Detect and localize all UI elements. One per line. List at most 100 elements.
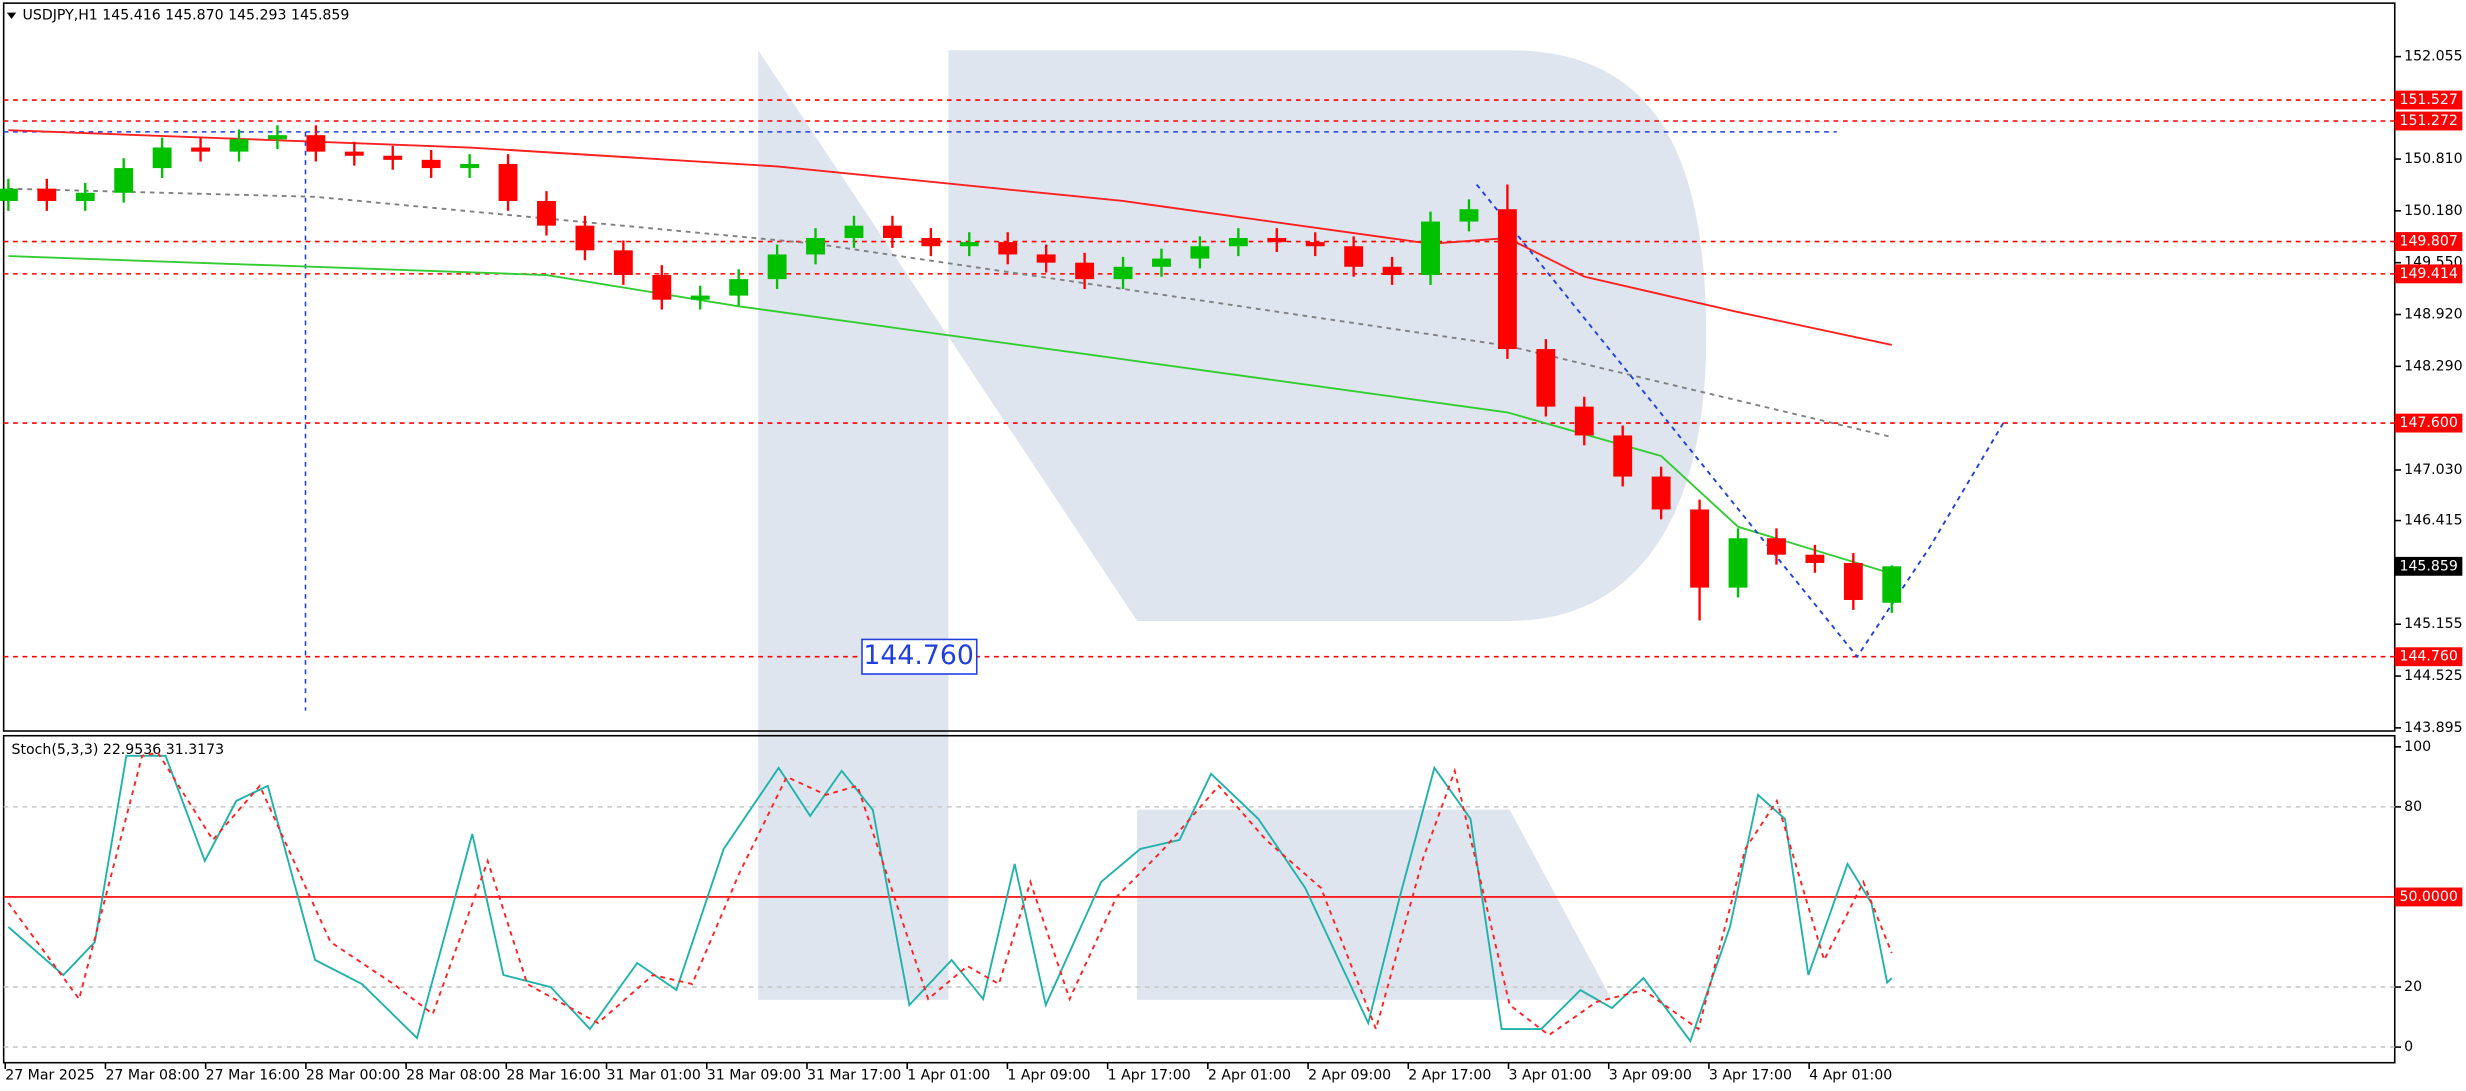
logo-leg: [1137, 809, 1612, 1000]
candle-body: [806, 238, 825, 255]
indicator-line: [8, 255, 1893, 575]
candle-body: [959, 242, 979, 247]
y-tick-label: 150.810: [2404, 151, 2462, 167]
candle-body: [229, 139, 249, 152]
candle-body: [1075, 262, 1095, 280]
candle-body: [575, 225, 595, 251]
candle-body: [1728, 538, 1748, 588]
x-tick-label: 3 Apr 09:00: [1609, 1067, 1692, 1083]
chart-title: USDJPY,H1 145.416 145.870 145.293 145.85…: [23, 8, 350, 24]
x-tick-label: 27 Mar 16:00: [206, 1067, 300, 1083]
x-tick-label: 1 Apr 09:00: [1007, 1067, 1090, 1083]
level-label-box: [2394, 232, 2463, 251]
candle-body: [998, 242, 1018, 255]
level-label: 144.760: [2399, 649, 2457, 665]
candle-body: [460, 163, 480, 169]
level-label-box: [2394, 887, 2463, 907]
current-price-label: 145.859: [2399, 558, 2457, 574]
level-label-box: [2394, 111, 2463, 131]
title-arrow: [6, 12, 17, 19]
candle-body: [921, 238, 941, 247]
candle-body: [1767, 538, 1786, 555]
candle-body: [1690, 509, 1710, 588]
candle-body: [191, 147, 210, 152]
candle-body: [1036, 254, 1056, 263]
x-tick-label: 28 Mar 08:00: [406, 1067, 500, 1083]
x-tick-label: 31 Mar 09:00: [707, 1067, 801, 1083]
candle-body: [1574, 406, 1594, 436]
candle-body: [1651, 476, 1671, 510]
candle-body: [0, 188, 18, 201]
x-tick-label: 31 Mar 01:00: [607, 1067, 701, 1083]
indicator-line: [8, 187, 1892, 438]
candle-body: [1843, 562, 1863, 600]
y-tick-label: 143.895: [2404, 720, 2462, 736]
candle-body: [1613, 435, 1633, 477]
y-tick-label: 144.525: [2404, 668, 2462, 684]
y-tick-label: 80: [2404, 799, 2422, 815]
candle-body: [1805, 554, 1825, 563]
x-tick-label: 3 Apr 17:00: [1709, 1067, 1792, 1083]
level-label-box: [2394, 90, 2463, 110]
y-tick-label: 145.155: [2404, 616, 2462, 632]
indicator-line: [7, 751, 1893, 1037]
candle-body: [1267, 238, 1287, 243]
x-tick-label: 3 Apr 01:00: [1509, 1067, 1592, 1083]
indicator-line: [1475, 183, 2005, 659]
candle-body: [690, 295, 710, 300]
level-label: 50.0000: [2399, 889, 2457, 905]
y-tick-label: 152.055: [2404, 49, 2462, 65]
x-tick-label: 27 Mar 2025: [5, 1067, 95, 1083]
candle-body: [267, 135, 287, 140]
candle-body: [114, 168, 134, 193]
watermark-logo: [758, 50, 1707, 1000]
candle-body: [1497, 209, 1517, 350]
y-tick-label: 148.290: [2404, 358, 2462, 374]
candle-body: [613, 250, 633, 276]
y-tick-label: 20: [2404, 979, 2422, 995]
candle-body: [767, 254, 787, 280]
level-label: 147.600: [2399, 415, 2457, 431]
current-price-box: [2394, 556, 2463, 576]
candle-body: [37, 188, 57, 201]
candle-body: [1882, 566, 1902, 603]
y-tick-label: 148.920: [2404, 307, 2462, 323]
y-tick-label: 0: [2404, 1039, 2413, 1055]
candle-body: [306, 135, 326, 152]
indicator-line: [7, 754, 1893, 1044]
candle-body: [882, 225, 902, 239]
candle-body: [421, 159, 441, 169]
candle-body: [1305, 242, 1325, 247]
candle-body: [344, 151, 364, 156]
x-tick-label: 1 Apr 17:00: [1108, 1067, 1191, 1083]
logo-bowl: [758, 50, 1707, 1000]
level-label: 151.527: [2399, 92, 2457, 108]
x-tick-label: 4 Apr 01:00: [1809, 1067, 1892, 1083]
indicator-title: Stoch(5,3,3) 22.9536 31.3173: [12, 742, 225, 758]
annotation-label: 144.760: [863, 640, 973, 671]
candle-body: [498, 163, 518, 201]
candle-body: [1344, 246, 1364, 267]
candle-body: [1459, 209, 1479, 222]
annotation-box: [861, 638, 978, 675]
level-label: 151.272: [2399, 113, 2457, 129]
candle-body: [1190, 246, 1210, 259]
level-label-box: [2394, 413, 2463, 433]
level-label: 149.414: [2399, 266, 2457, 282]
x-tick-label: 1 Apr 01:00: [907, 1067, 990, 1083]
level-label-box: [2394, 647, 2463, 667]
x-tick-label: 28 Mar 16:00: [506, 1067, 600, 1083]
candle-body: [152, 147, 172, 169]
candle-body: [383, 155, 403, 160]
candle-body: [75, 192, 95, 201]
candle-body: [844, 225, 864, 239]
candle-body: [1382, 266, 1402, 276]
y-tick-label: 100: [2404, 739, 2431, 755]
y-tick-label: 150.180: [2404, 203, 2462, 219]
x-tick-label: 28 Mar 00:00: [306, 1067, 400, 1083]
candle-body: [1228, 238, 1248, 247]
level-label: 149.807: [2399, 234, 2457, 250]
level-label-box: [2394, 264, 2463, 284]
x-tick-label: 2 Apr 17:00: [1408, 1067, 1491, 1083]
